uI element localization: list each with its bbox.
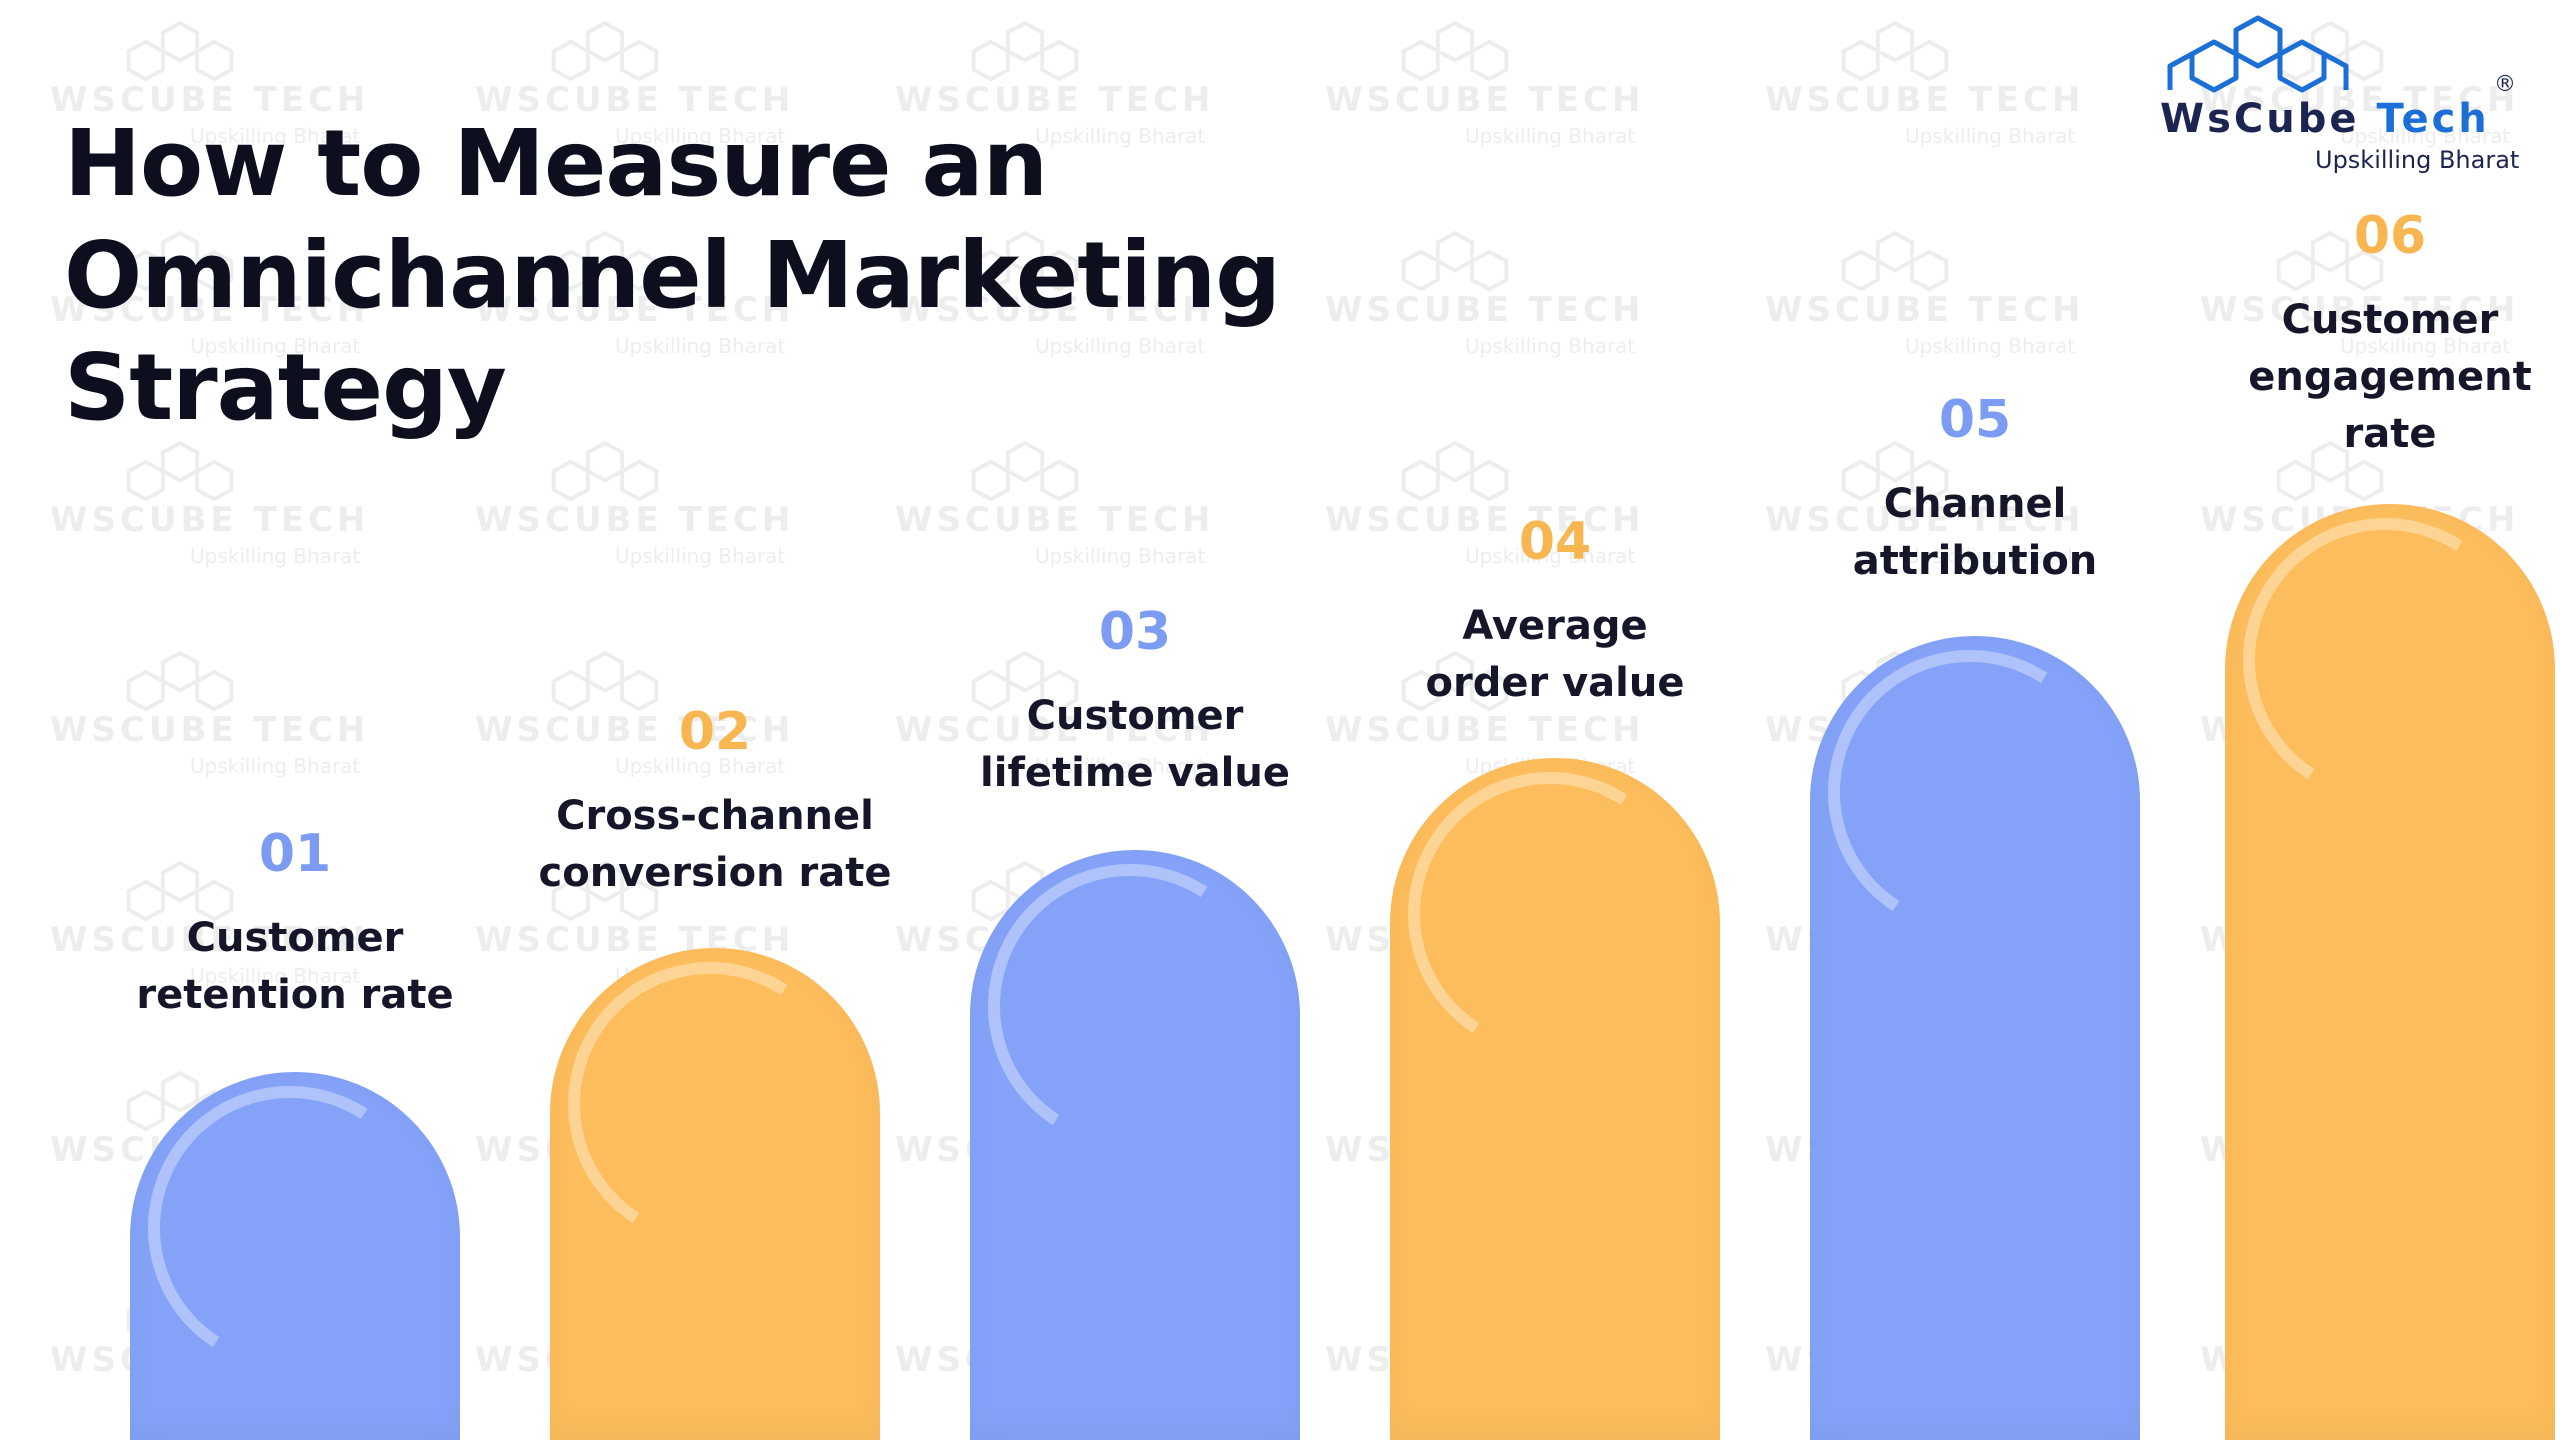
brand-tagline: Upskilling Bharat <box>2315 146 2520 174</box>
step-pillar <box>2225 504 2555 1440</box>
step-number: 03 <box>1098 602 1172 662</box>
step-label: Customer retention rate <box>85 910 505 1024</box>
title-line-2: Omnichannel Marketing <box>64 222 1281 329</box>
step-label: Channel attribution <box>1765 476 2185 590</box>
brand-logo: WsCube Tech ® Upskilling Bharat <box>2150 14 2530 174</box>
step-label-line: rate <box>2343 411 2437 457</box>
step-pillar <box>970 850 1300 1440</box>
step-number: 04 <box>1518 512 1592 572</box>
step-label: Customer engagement rate <box>2180 292 2560 463</box>
brand-name: WsCube Tech <box>2160 96 2490 142</box>
step-label: Customer lifetime value <box>925 688 1345 802</box>
step-number: 02 <box>678 702 752 762</box>
watermark-tagline: Upskilling Bharat <box>1905 124 2076 148</box>
step-label-line: order value <box>1425 660 1685 706</box>
step-label-line: Cross-channel <box>556 793 874 839</box>
watermark-tile: WSCUBE TECH Upskilling Bharat <box>1765 230 2105 360</box>
title-line-3: Strategy <box>64 334 507 441</box>
watermark-name: WSCUBE TECH <box>475 500 795 540</box>
step-label-line: Channel <box>1883 481 2067 527</box>
registered-mark: ® <box>2494 72 2516 97</box>
step-label-line: Customer <box>2281 297 2499 343</box>
brand-name-part2: Tech <box>2376 96 2490 142</box>
title-line-1: How to Measure an <box>64 110 1048 217</box>
step-number: 05 <box>1938 390 2012 450</box>
hexagon-logo-icon <box>2167 15 2349 93</box>
step-number: 01 <box>258 824 332 884</box>
step-pillar <box>1390 758 1720 1440</box>
step-number: 06 <box>2353 206 2427 266</box>
step-label-line: conversion rate <box>538 850 892 896</box>
step-label-line: Average <box>1462 603 1648 649</box>
watermark-tagline: Upskilling Bharat <box>1465 334 1636 358</box>
step-pillar <box>130 1072 460 1440</box>
step-label: Cross-channel conversion rate <box>505 788 925 902</box>
watermark-name: WSCUBE TECH <box>1765 290 2085 330</box>
watermark-tile: WSCUBE TECH Upskilling Bharat <box>1325 230 1665 360</box>
watermark-tile: WSCUBE TECH Upskilling Bharat <box>50 650 390 780</box>
watermark-tagline: Upskilling Bharat <box>1035 544 1206 568</box>
step-label: Average order value <box>1345 598 1765 712</box>
watermark-name: WSCUBE TECH <box>50 710 370 750</box>
step-label-line: engagement <box>2248 354 2532 400</box>
step-pillar <box>1810 636 2140 1440</box>
watermark-tagline: Upskilling Bharat <box>1465 124 1636 148</box>
watermark-tagline: Upskilling Bharat <box>190 754 361 778</box>
watermark-tagline: Upskilling Bharat <box>190 544 361 568</box>
watermark-name: WSCUBE TECH <box>1765 80 2085 120</box>
step-label-line: lifetime value <box>980 750 1290 796</box>
step-label-line: Customer <box>1026 693 1244 739</box>
watermark-tagline: Upskilling Bharat <box>1905 334 2076 358</box>
watermark-tagline: Upskilling Bharat <box>615 544 786 568</box>
watermark-tile: WSCUBE TECH Upskilling Bharat <box>50 440 390 570</box>
watermark-tile: WSCUBE TECH Upskilling Bharat <box>1765 20 2105 150</box>
watermark-tile: WSCUBE TECH Upskilling Bharat <box>895 440 1235 570</box>
watermark-tile: WSCUBE TECH Upskilling Bharat <box>475 440 815 570</box>
watermark-tile: WSCUBE TECH Upskilling Bharat <box>1325 20 1665 150</box>
watermark-name: WSCUBE TECH <box>1325 290 1645 330</box>
brand-name-part1: WsCube <box>2160 96 2360 142</box>
watermark-name: WSCUBE TECH <box>895 500 1215 540</box>
watermark-name: WSCUBE TECH <box>1325 80 1645 120</box>
page-title: How to Measure an Omnichannel Marketing … <box>64 108 1364 444</box>
watermark-name: WSCUBE TECH <box>50 500 370 540</box>
step-label-line: Customer <box>186 915 404 961</box>
step-pillar <box>550 948 880 1440</box>
step-label-line: attribution <box>1852 538 2098 584</box>
watermark-name: WSCUBE TECH <box>1325 710 1645 750</box>
step-label-line: retention rate <box>136 972 454 1018</box>
